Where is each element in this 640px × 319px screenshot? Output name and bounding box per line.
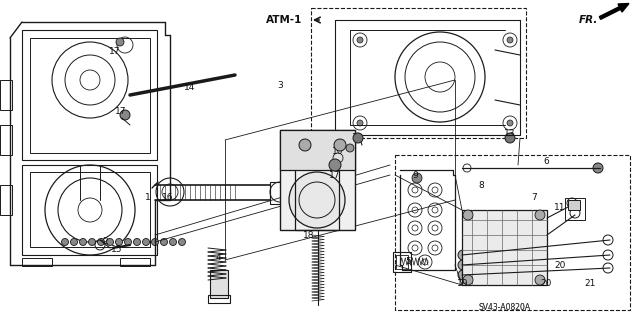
Text: 6: 6 xyxy=(543,158,549,167)
Circle shape xyxy=(152,239,159,246)
Text: 1: 1 xyxy=(145,194,151,203)
Bar xyxy=(22,165,157,255)
Text: 18: 18 xyxy=(303,231,315,240)
Circle shape xyxy=(535,275,545,285)
Circle shape xyxy=(535,210,545,220)
Bar xyxy=(462,210,547,285)
Bar xyxy=(393,252,411,272)
Circle shape xyxy=(507,37,513,43)
Circle shape xyxy=(97,239,104,246)
Text: 11: 11 xyxy=(554,204,566,212)
Text: 17: 17 xyxy=(109,48,121,56)
Text: 20: 20 xyxy=(554,261,566,270)
Circle shape xyxy=(507,120,513,126)
Circle shape xyxy=(412,173,422,183)
Circle shape xyxy=(115,239,122,246)
Circle shape xyxy=(120,110,130,120)
Circle shape xyxy=(357,120,363,126)
Text: 7: 7 xyxy=(531,194,537,203)
Circle shape xyxy=(125,239,131,246)
Text: 3: 3 xyxy=(277,80,283,90)
Bar xyxy=(30,38,150,153)
Bar xyxy=(396,255,408,269)
Bar xyxy=(280,130,355,170)
Text: 9: 9 xyxy=(412,170,418,180)
Circle shape xyxy=(458,250,468,260)
Circle shape xyxy=(79,239,86,246)
Circle shape xyxy=(70,239,77,246)
Circle shape xyxy=(143,239,150,246)
Bar xyxy=(568,200,580,210)
Bar xyxy=(30,172,150,247)
Circle shape xyxy=(61,239,68,246)
Circle shape xyxy=(329,159,341,171)
Text: 13: 13 xyxy=(504,129,516,137)
Text: ATM-1: ATM-1 xyxy=(266,15,302,25)
FancyArrow shape xyxy=(599,4,629,19)
Circle shape xyxy=(334,139,346,151)
Circle shape xyxy=(593,163,603,173)
Circle shape xyxy=(299,139,311,151)
Text: 17: 17 xyxy=(329,170,340,180)
Bar xyxy=(270,182,290,204)
Bar xyxy=(120,258,150,266)
Text: 20: 20 xyxy=(540,279,552,288)
Text: 19: 19 xyxy=(457,279,468,288)
Circle shape xyxy=(505,133,515,143)
Bar xyxy=(22,258,52,266)
Bar xyxy=(311,8,526,138)
Text: 8: 8 xyxy=(478,181,484,189)
Text: 16: 16 xyxy=(163,192,173,202)
Circle shape xyxy=(289,172,345,228)
Text: 12: 12 xyxy=(352,133,364,143)
Circle shape xyxy=(170,239,177,246)
Text: 4: 4 xyxy=(215,254,221,263)
Text: 21: 21 xyxy=(584,279,596,288)
Bar xyxy=(565,198,585,220)
Circle shape xyxy=(116,38,124,46)
Text: 15: 15 xyxy=(111,246,123,255)
Circle shape xyxy=(106,239,113,246)
Circle shape xyxy=(346,144,354,152)
Circle shape xyxy=(458,260,468,270)
Circle shape xyxy=(134,239,141,246)
Circle shape xyxy=(357,37,363,43)
Bar xyxy=(0,185,12,215)
Bar xyxy=(280,130,355,230)
Circle shape xyxy=(463,275,473,285)
Bar xyxy=(22,30,157,160)
Circle shape xyxy=(161,239,168,246)
Circle shape xyxy=(458,270,468,280)
Circle shape xyxy=(463,210,473,220)
Circle shape xyxy=(179,239,186,246)
Text: 10: 10 xyxy=(332,146,344,155)
Text: 5: 5 xyxy=(405,256,411,265)
Bar xyxy=(0,125,12,155)
Bar xyxy=(395,155,630,310)
Bar xyxy=(210,270,228,298)
Bar xyxy=(295,168,339,230)
Text: 2: 2 xyxy=(102,238,108,247)
Circle shape xyxy=(88,239,95,246)
Text: SV43-A0820A: SV43-A0820A xyxy=(479,302,531,311)
Text: 14: 14 xyxy=(184,84,196,93)
Text: SV43-A0820A: SV43-A0820A xyxy=(479,302,531,311)
Bar xyxy=(208,295,230,303)
Bar xyxy=(0,80,12,110)
Text: 17: 17 xyxy=(115,108,127,116)
Text: FR.: FR. xyxy=(579,15,598,25)
Circle shape xyxy=(353,133,363,143)
